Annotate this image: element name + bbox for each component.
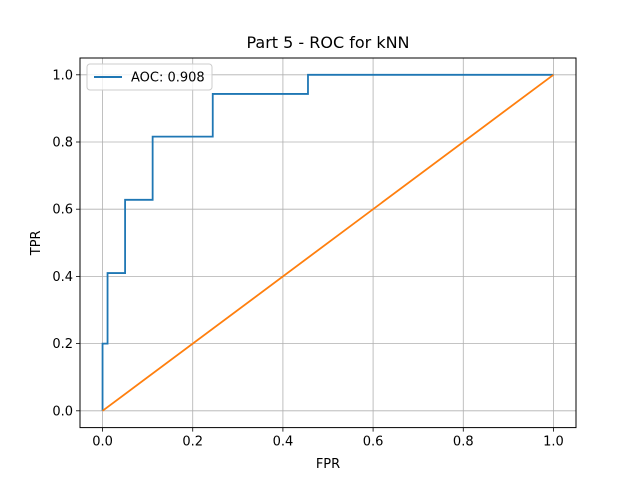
x-axis-label: FPR	[316, 457, 340, 472]
plot-lines	[101, 73, 554, 412]
y-tick-label: 0.6	[52, 203, 73, 218]
legend-label-roc: AOC: 0.908	[131, 71, 205, 86]
grid-lines	[80, 58, 576, 428]
y-tick-label: 1.0	[52, 68, 73, 83]
y-tick-label: 0.0	[52, 404, 73, 419]
y-axis-label: TPR	[29, 230, 44, 256]
plot-frame	[79, 57, 577, 429]
x-tick-label: 0.4	[273, 435, 294, 450]
x-tick-label: 0.6	[363, 435, 384, 450]
x-axis-ticks: 0.0 0.2 0.4 0.6 0.8 1.0	[92, 427, 564, 450]
legend-box	[86, 63, 213, 91]
chance-diagonal-line	[102, 74, 554, 412]
y-tick-label: 0.4	[52, 270, 73, 285]
y-tick-label: 0.8	[52, 136, 73, 151]
x-tick-label: 0.0	[92, 435, 113, 450]
roc-curve-line	[101, 73, 554, 411]
y-tick-label: 0.2	[52, 337, 73, 352]
chart-title: Part 5 - ROC for kNN	[246, 33, 409, 52]
x-tick-label: 0.8	[453, 435, 474, 450]
legend: AOC: 0.908	[86, 63, 213, 91]
y-axis-ticks: 0.0 0.2 0.4 0.6 0.8 1.0	[52, 68, 80, 419]
x-tick-label: 1.0	[543, 435, 564, 450]
x-tick-label: 0.2	[182, 435, 203, 450]
